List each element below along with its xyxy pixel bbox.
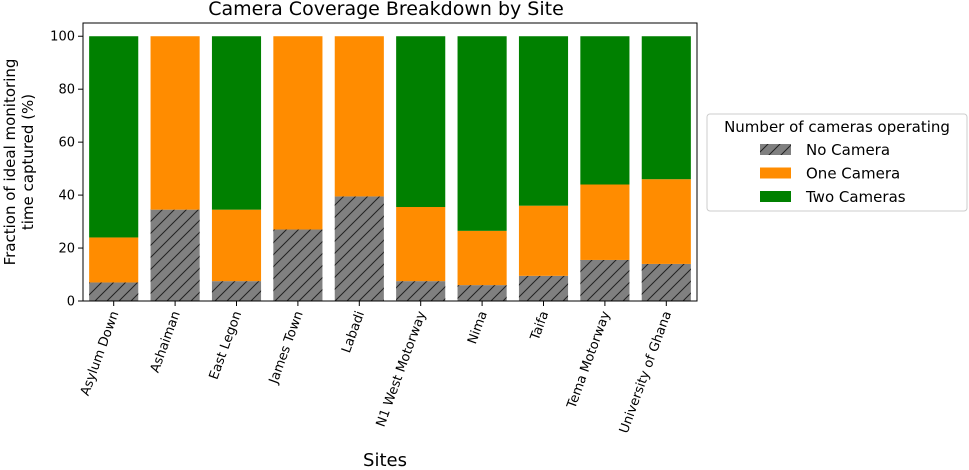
bar-hatch-no-camera [273,229,323,301]
x-tick-label: Ashaiman [148,309,184,375]
y-tick-label: 100 [50,30,75,45]
bar-two-cameras [580,36,630,185]
bar-one-camera [580,184,630,260]
x-tick-label: Tema Motorway [564,309,614,412]
x-tick-label: N1 West Motorway [374,309,430,429]
bar-two-cameras [641,36,691,180]
x-tick-label: East Legon [207,309,246,381]
y-tick-label: 60 [58,136,75,151]
legend-label-no-camera: No Camera [806,141,890,159]
bar-one-camera [457,230,507,286]
bars-group [89,36,691,301]
bar-hatch-no-camera [334,196,384,301]
legend-swatch-two-cameras [760,191,791,202]
bar-one-camera [641,179,691,264]
bar-one-camera [211,209,262,282]
x-tick-label: University of Ghana [617,309,675,435]
bar-one-camera [273,36,323,230]
bar-one-camera [150,36,200,210]
bar-two-cameras [518,36,569,206]
y-tick-label: 0 [67,295,75,310]
y-axis-label: Fraction of ideal monitoringtime capture… [1,59,37,266]
x-tick-label: Asylum Down [78,309,122,398]
bar-one-camera [518,205,569,276]
legend-label-one-camera: One Camera [806,165,900,183]
y-axis-label-line: time captured (%) [19,94,37,230]
y-tick-label: 20 [58,242,75,257]
bar-one-camera [334,36,384,197]
bar-two-cameras [457,36,507,231]
bar-hatch-no-camera [457,285,507,301]
x-tick-label: Nima [465,309,491,346]
x-ticks-group: Asylum Down Ashaiman East Legon James Town L… [78,301,675,435]
bar-two-cameras [396,36,446,208]
bar-one-camera [396,207,446,282]
legend-title: Number of cameras operating [724,118,950,136]
bar-two-cameras [89,36,139,238]
legend-label-two-cameras: Two Cameras [805,188,906,206]
y-axis-label-line: Fraction of ideal monitoring [1,59,19,266]
legend-box [706,113,968,212]
chart-title: Camera Coverage Breakdown by Site [208,0,564,20]
y-ticks-group: 0 20 40 60 80 100 [50,30,83,310]
x-tick-label: James Town [266,309,306,386]
legend-swatch-one-camera [760,167,791,179]
legend: Number of cameras operating No Camera One … [706,113,968,212]
x-axis-label: Sites [363,450,407,470]
bar-one-camera [89,237,139,283]
bar-hatch-no-camera [641,263,691,301]
bar-hatch-no-camera [89,282,139,301]
y-tick-label: 80 [58,83,75,98]
bar-hatch-no-camera [518,275,569,301]
bar-hatch-no-camera [211,281,262,301]
x-tick-label: Taifa [528,309,553,343]
bar-hatch-no-camera [150,209,200,301]
bar-hatch-no-camera [396,281,446,301]
x-tick-label: Labadi [339,309,368,355]
plot-frame [82,22,698,302]
legend-swatch-hatch-no-camera [760,144,791,155]
y-tick-label: 40 [58,189,75,204]
bar-hatch-no-camera [580,259,630,301]
bar-two-cameras [211,36,262,210]
